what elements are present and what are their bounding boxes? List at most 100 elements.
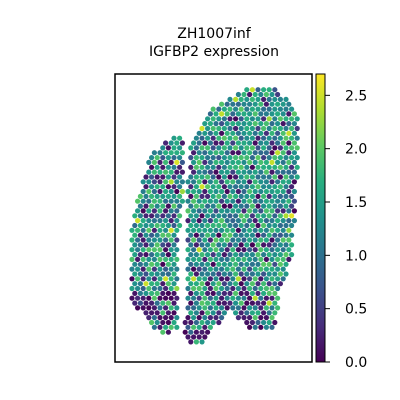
expression-spot: [266, 232, 272, 238]
expression-spot: [269, 169, 275, 175]
expression-spot: [196, 256, 202, 262]
expression-spot: [205, 281, 211, 287]
expression-spot: [151, 276, 157, 282]
expression-spot: [207, 169, 213, 175]
expression-spot: [135, 208, 141, 214]
expression-spot: [213, 227, 219, 233]
expression-spot: [199, 193, 205, 199]
expression-spot: [185, 305, 191, 311]
expression-spot: [275, 295, 281, 301]
expression-spot: [280, 150, 286, 156]
expression-spot: [207, 295, 213, 301]
expression-spot: [137, 290, 143, 296]
expression-spot: [149, 213, 155, 219]
expression-spot: [174, 169, 180, 175]
expression-spot: [286, 218, 292, 224]
expression-spot: [249, 125, 255, 132]
expression-spot: [146, 295, 152, 301]
expression-spot: [233, 116, 239, 122]
expression-spot: [219, 237, 225, 243]
expression-spot: [247, 247, 253, 253]
expression-spot: [163, 295, 169, 301]
expression-spot: [247, 218, 253, 224]
expression-spot: [247, 159, 253, 165]
expression-spot: [191, 266, 197, 272]
expression-spot: [135, 295, 141, 301]
expression-spot: [137, 281, 143, 287]
expression-spot: [171, 261, 177, 267]
expression-spot: [244, 232, 250, 238]
expression-spot: [174, 218, 180, 224]
expression-spot: [196, 159, 202, 165]
expression-spot: [261, 213, 267, 219]
expression-spot: [205, 174, 211, 180]
expression-spot: [241, 121, 247, 127]
expression-spot: [135, 237, 141, 243]
expression-spot: [160, 164, 166, 170]
expression-spot: [275, 140, 281, 146]
expression-spot: [263, 285, 269, 292]
expression-spot: [252, 150, 258, 156]
expression-spot: [275, 101, 281, 107]
expression-spot: [216, 271, 222, 277]
expression-spot: [244, 145, 250, 151]
expression-spot: [213, 295, 219, 301]
expression-spot: [266, 87, 272, 93]
expression-spot: [241, 111, 247, 117]
expression-spot: [227, 155, 233, 161]
expression-spot: [149, 232, 155, 238]
expression-spot: [185, 334, 191, 340]
expression-spot: [235, 295, 241, 301]
expression-spot: [272, 310, 278, 316]
expression-spot: [241, 91, 247, 98]
expression-spot: [269, 227, 275, 233]
expression-spot: [129, 247, 135, 253]
expression-spot: [157, 315, 163, 321]
expression-spot: [233, 155, 239, 161]
expression-spot: [219, 121, 225, 127]
expression-spot: [289, 155, 295, 161]
expression-spot: [154, 164, 160, 170]
expression-spot: [154, 155, 160, 161]
expression-spot: [207, 285, 213, 292]
expression-spot: [216, 145, 222, 151]
expression-spot: [230, 150, 236, 156]
expression-spot: [258, 218, 264, 224]
expression-spot: [193, 203, 199, 209]
expression-spot: [188, 290, 194, 296]
expression-spot: [235, 285, 241, 292]
expression-spot: [235, 140, 241, 146]
expression-spot: [157, 179, 163, 185]
expression-spot: [291, 121, 297, 127]
expression-spot: [151, 324, 157, 330]
expression-spot: [261, 184, 267, 190]
expression-spot: [224, 130, 230, 136]
expression-spot: [137, 271, 143, 277]
expression-spot: [291, 111, 297, 117]
expression-spot: [199, 300, 205, 306]
expression-spot: [149, 281, 155, 287]
colorbar-tick-label: 2.0: [345, 142, 367, 158]
expression-spot: [193, 232, 199, 238]
expression-spot: [235, 101, 241, 107]
expression-spot: [247, 276, 253, 282]
expression-spot: [216, 290, 222, 296]
expression-spot: [241, 208, 247, 214]
expression-spot: [258, 208, 264, 214]
expression-spot: [252, 237, 258, 243]
expression-spot: [188, 329, 194, 335]
expression-spot: [137, 261, 143, 267]
expression-spot: [261, 290, 267, 296]
expression-spot: [132, 213, 138, 219]
expression-spot: [233, 193, 239, 199]
expression-spot: [165, 290, 171, 296]
expression-spot: [202, 315, 208, 321]
expression-spot: [157, 208, 163, 214]
expression-spot: [221, 135, 227, 141]
expression-spot: [241, 150, 247, 156]
expression-spot: [129, 227, 135, 233]
expression-spot: [263, 305, 269, 311]
expression-spot: [261, 96, 267, 102]
expression-spot: [227, 213, 233, 219]
expression-spot: [266, 135, 272, 141]
